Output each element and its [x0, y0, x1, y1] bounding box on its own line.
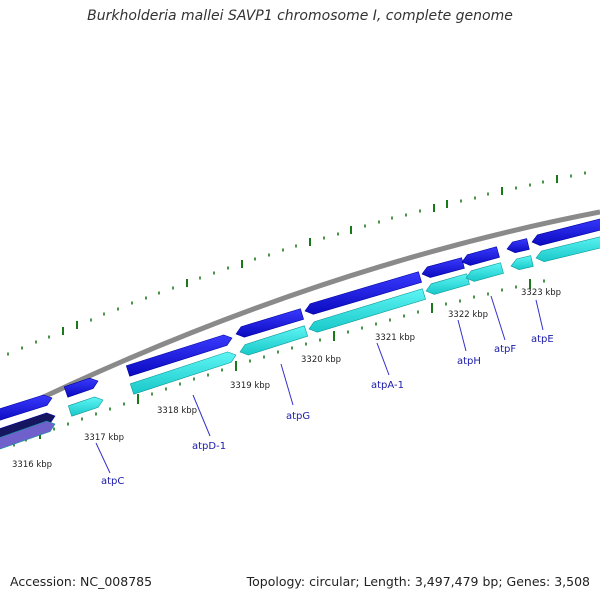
gene-leader-line — [490, 295, 506, 341]
gene-arrow-atpD-1 — [125, 334, 233, 377]
cds-arrow-atpE — [510, 255, 534, 271]
gene-label-atpE: atpE — [531, 334, 554, 345]
cds-arrow-atpF — [465, 262, 504, 282]
gene-label-atpF: atpF — [494, 344, 516, 355]
gene-arrow-atpH — [421, 257, 465, 278]
gene-label-atpC: atpC — [101, 476, 124, 487]
gene-arrow-atpG — [235, 308, 304, 338]
kbp-position-label: 3319 kbp — [230, 381, 270, 391]
gene-arrow-atpA-1 — [304, 271, 422, 315]
gene-leader-line — [457, 319, 467, 352]
gene-arrow — [0, 394, 53, 421]
kbp-position-label: 3323 kbp — [521, 288, 561, 298]
gene-leader-line — [192, 394, 211, 437]
gene-label-atpA-1: atpA-1 — [371, 380, 404, 391]
kbp-position-label: 3318 kbp — [157, 406, 197, 416]
gene-label-atpG: atpG — [286, 411, 310, 422]
gene-leader-line — [535, 299, 544, 331]
gene-arrow-atpE — [506, 238, 530, 254]
kbp-position-label: 3316 kbp — [12, 460, 52, 470]
cds-arrow-atpC — [67, 396, 104, 417]
kbp-position-label: 3322 kbp — [448, 310, 488, 320]
gene-leader-line — [95, 442, 111, 474]
gene-leader-line — [280, 363, 294, 406]
gene-arrow-atpC — [63, 377, 99, 398]
kbp-position-label: 3320 kbp — [301, 355, 341, 365]
cds-arrow — [535, 236, 600, 263]
gene-label-atpD-1: atpD-1 — [192, 441, 226, 452]
chromosome-backbone — [0, 209, 600, 421]
gene-leader-line — [376, 342, 390, 376]
kbp-position-label: 3321 kbp — [375, 333, 415, 343]
cds-arrow-atpG — [239, 325, 309, 356]
map-title: Burkholderia mallei SAVP1 chromosome I, … — [87, 8, 513, 24]
kbp-position-label: 3317 kbp — [84, 433, 124, 443]
cds-arrow-atpD-1 — [129, 351, 237, 395]
cds-arrow-atpA-1 — [308, 288, 426, 333]
gene-arrow-atpF — [461, 246, 500, 266]
gene-arrow — [531, 218, 600, 246]
accession-text: Accession: NC_008785 — [10, 574, 153, 589]
gene-label-atpH: atpH — [457, 356, 481, 367]
cds-arrow — [0, 420, 56, 450]
genome-summary-text: Topology: circular; Length: 3,497,479 bp… — [246, 574, 590, 589]
